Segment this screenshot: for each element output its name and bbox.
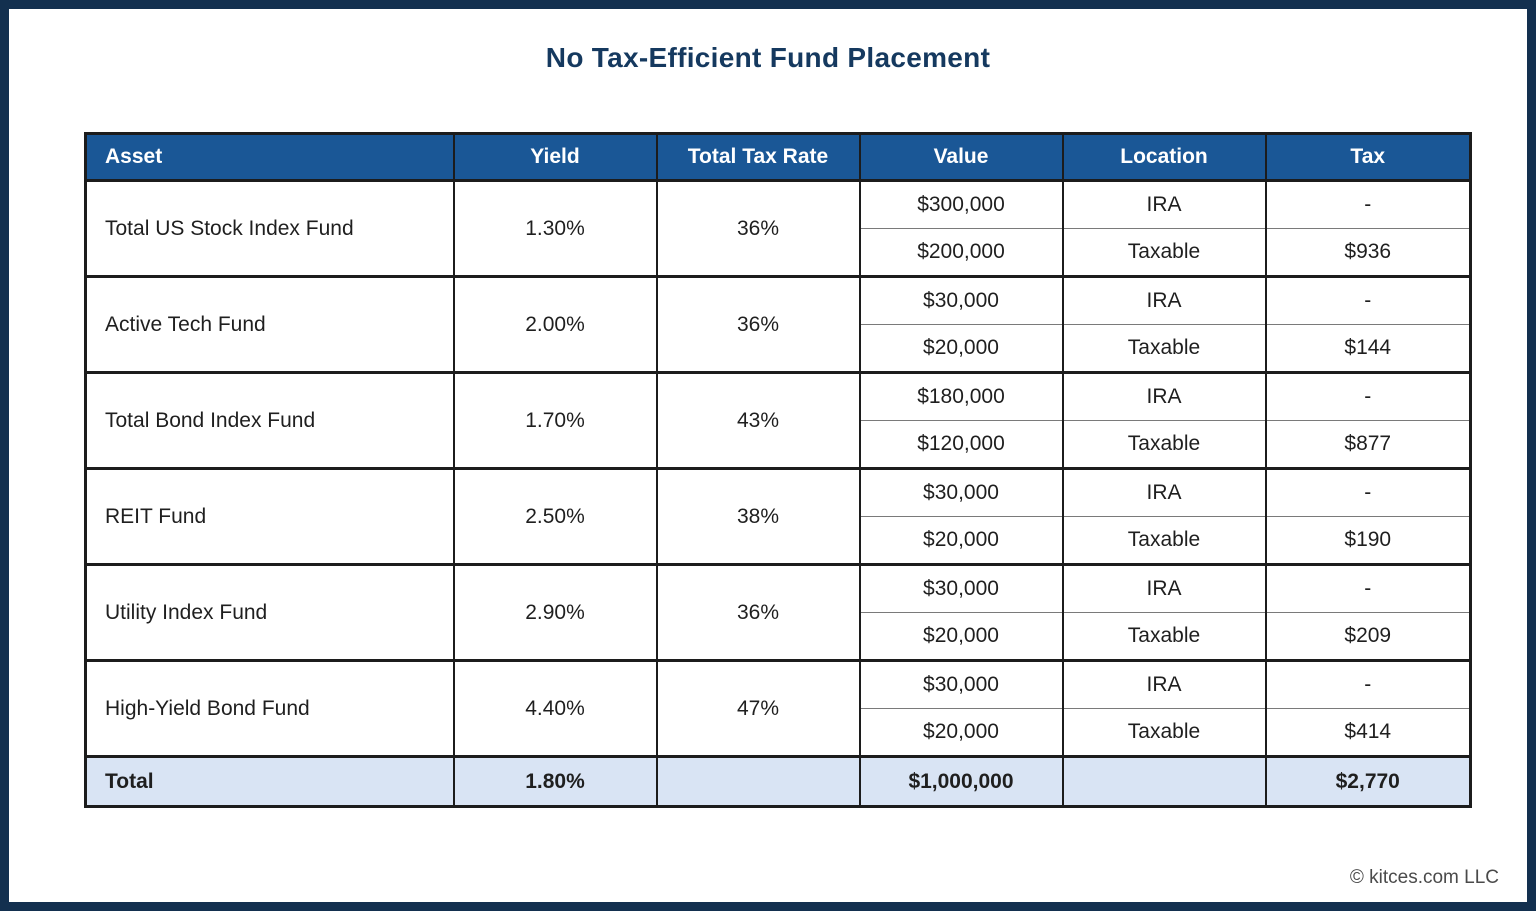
account-tax: $936	[1264, 228, 1472, 278]
total-tax-rate-value: 36%	[655, 275, 861, 374]
account-location: Taxable	[1061, 324, 1267, 374]
account-location: Taxable	[1061, 708, 1267, 758]
fund-sub-row: $20,000 Taxable $209	[86, 612, 1472, 662]
account-value: $300,000	[858, 179, 1064, 229]
asset-name: Total Bond Index Fund	[84, 371, 455, 470]
yield-value: 1.30%	[452, 179, 658, 278]
fund-sub-row: $200,000 Taxable $936	[86, 228, 1472, 278]
account-value: $200,000	[858, 228, 1064, 278]
asset-name: Active Tech Fund	[84, 275, 455, 374]
total-tax-rate-value: 36%	[655, 179, 861, 278]
col-header-tax: Tax	[1264, 132, 1472, 182]
fund-row: Total US Stock Index Fund 1.30% 36% $300…	[84, 179, 1472, 278]
fund-placement-table: Asset Yield Total Tax Rate Value Locatio…	[84, 132, 1472, 808]
account-location: Taxable	[1061, 420, 1267, 470]
col-header-asset: Asset	[84, 132, 455, 182]
fund-sub-row: $20,000 Taxable $144	[86, 324, 1472, 374]
account-tax: $144	[1264, 324, 1472, 374]
account-value: $20,000	[858, 708, 1064, 758]
yield-value: 2.50%	[452, 467, 658, 566]
yield-value: 2.90%	[452, 563, 658, 662]
account-value: $20,000	[858, 324, 1064, 374]
account-location: Taxable	[1061, 228, 1267, 278]
account-location: Taxable	[1061, 612, 1267, 662]
account-location: IRA	[1061, 563, 1267, 613]
account-tax: -	[1264, 179, 1472, 229]
yield-value: 1.70%	[452, 371, 658, 470]
col-header-location: Location	[1061, 132, 1267, 182]
col-header-yield: Yield	[452, 132, 658, 182]
fund-sub-row: $20,000 Taxable $414	[86, 708, 1472, 758]
account-location: IRA	[1061, 371, 1267, 421]
copyright-footer: © kitces.com LLC	[1349, 867, 1499, 888]
account-value: $30,000	[858, 275, 1064, 325]
account-value: $30,000	[858, 467, 1064, 517]
page-title: No Tax-Efficient Fund Placement	[545, 42, 991, 73]
fund-sub-row: $120,000 Taxable $877	[86, 420, 1472, 470]
asset-name: Total US Stock Index Fund	[84, 179, 455, 278]
asset-name: REIT Fund	[84, 467, 455, 566]
yield-value: 4.40%	[452, 659, 658, 758]
account-tax: $190	[1264, 516, 1472, 566]
total-tax-rate-value: 38%	[655, 467, 861, 566]
account-tax: -	[1264, 659, 1472, 709]
account-tax: $877	[1264, 420, 1472, 470]
total-yield: 1.80%	[452, 755, 658, 808]
asset-name: Utility Index Fund	[84, 563, 455, 662]
account-tax: -	[1264, 467, 1472, 517]
account-location: IRA	[1061, 659, 1267, 709]
total-row: Total 1.80% $1,000,000 $2,770	[84, 755, 1472, 808]
fund-row: Utility Index Fund 2.90% 36% $30,000 IRA…	[84, 563, 1472, 662]
total-tax-rate	[655, 755, 861, 808]
fund-sub-row: $20,000 Taxable $190	[86, 516, 1472, 566]
account-value: $20,000	[858, 612, 1064, 662]
fund-row: Total Bond Index Fund 1.70% 43% $180,000…	[84, 371, 1472, 470]
account-location: Taxable	[1061, 516, 1267, 566]
fund-row: Active Tech Fund 2.00% 36% $30,000 IRA -	[84, 275, 1472, 374]
account-location: IRA	[1061, 275, 1267, 325]
account-value: $20,000	[858, 516, 1064, 566]
account-tax: -	[1264, 275, 1472, 325]
table-container: Asset Yield Total Tax Rate Value Locatio…	[84, 132, 1472, 808]
account-value: $30,000	[858, 659, 1064, 709]
account-value: $180,000	[858, 371, 1064, 421]
account-tax: -	[1264, 371, 1472, 421]
account-tax: $414	[1264, 708, 1472, 758]
total-value: $1,000,000	[858, 755, 1064, 808]
col-header-tax-rate: Total Tax Rate	[655, 132, 861, 182]
total-tax-rate-value: 43%	[655, 371, 861, 470]
fund-row: REIT Fund 2.50% 38% $30,000 IRA -	[84, 467, 1472, 566]
asset-name: High-Yield Bond Fund	[84, 659, 455, 758]
col-header-value: Value	[858, 132, 1064, 182]
yield-value: 2.00%	[452, 275, 658, 374]
total-tax-rate-value: 36%	[655, 563, 861, 662]
account-value: $30,000	[858, 563, 1064, 613]
total-tax: $2,770	[1264, 755, 1472, 808]
fund-row: High-Yield Bond Fund 4.40% 47% $30,000 I…	[84, 659, 1472, 758]
account-tax: -	[1264, 563, 1472, 613]
total-location	[1061, 755, 1267, 808]
account-value: $120,000	[858, 420, 1064, 470]
account-tax: $209	[1264, 612, 1472, 662]
account-location: IRA	[1061, 179, 1267, 229]
total-label: Total	[84, 755, 455, 808]
total-tax-rate-value: 47%	[655, 659, 861, 758]
header-row: Asset Yield Total Tax Rate Value Locatio…	[84, 132, 1472, 182]
account-location: IRA	[1061, 467, 1267, 517]
